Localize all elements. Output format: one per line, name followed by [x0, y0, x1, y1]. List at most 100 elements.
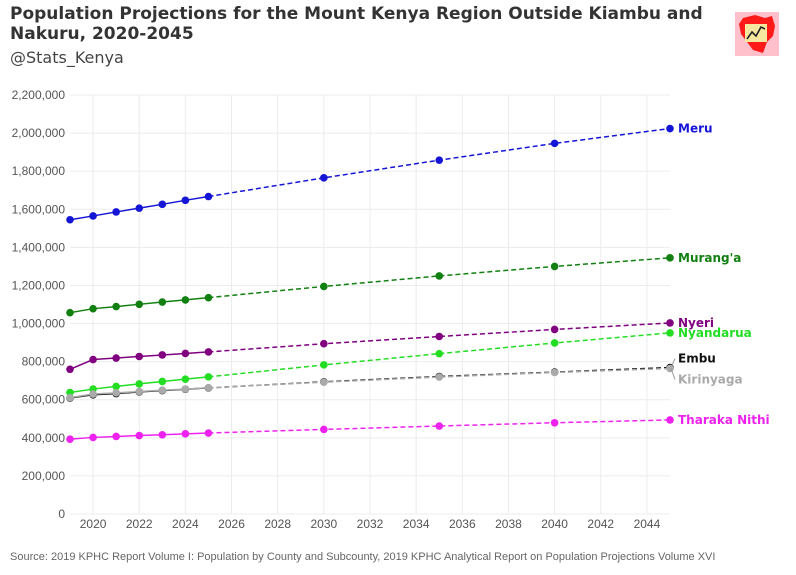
kenya-map-logo-icon [735, 12, 779, 56]
series-label-nyandarua: Nyandarua [678, 326, 752, 340]
logo-chart-panel [745, 24, 767, 42]
x-tick-label: 2030 [310, 517, 337, 531]
data-point-nyeri [158, 351, 167, 359]
data-point-tharaka-nithi [550, 418, 559, 427]
data-point-meru [158, 200, 167, 209]
data-point-tharaka-nithi [320, 425, 328, 434]
data-point-tharaka-nithi [89, 433, 97, 442]
source-note: Source: 2019 KPHC Report Volume I: Popul… [10, 551, 716, 563]
data-point-meru [89, 212, 97, 220]
data-point-murang-a [550, 262, 559, 271]
x-tick-label: 2024 [172, 517, 199, 531]
data-point-meru [181, 196, 190, 205]
data-point-tharaka-nithi [666, 416, 674, 424]
data-point-tharaka-nithi [181, 430, 190, 438]
series-line-nyeri-projected [208, 322, 671, 353]
data-point-kirinyaga [112, 389, 120, 397]
data-point-kirinyaga [66, 393, 74, 402]
data-point-meru [320, 174, 328, 182]
logo-chart-line [746, 25, 766, 40]
data-point-nyandarua [135, 380, 144, 388]
series-label-embu: Embu [678, 352, 716, 366]
data-point-tharaka-nithi [204, 429, 213, 437]
series-label-kirinyaga: Kirinyaga [678, 372, 743, 386]
data-point-meru [435, 156, 444, 164]
series-line-tharaka-nithi-projected [208, 419, 671, 434]
x-tick-label: 2022 [126, 517, 153, 531]
data-point-kirinyaga [550, 368, 559, 377]
x-tick-label: 2020 [80, 517, 107, 531]
data-point-meru [666, 124, 674, 133]
data-point-nyandarua [158, 377, 167, 386]
data-point-nyeri [435, 332, 444, 341]
label-leader-kirinyaga [670, 368, 676, 380]
data-point-nyandarua [181, 375, 190, 383]
y-tick-label: 1,400,000 [12, 240, 66, 254]
data-point-nyandarua [435, 349, 444, 358]
y-tick-label: 1,600,000 [12, 202, 66, 216]
data-point-murang-a [135, 300, 144, 309]
y-tick-label: 2,200,000 [12, 88, 66, 102]
y-tick-label: 0 [58, 507, 65, 521]
data-point-nyeri [204, 348, 213, 356]
data-point-nyeri [320, 339, 328, 348]
series-label-murang-a: Murang'a [678, 251, 741, 265]
data-point-murang-a [112, 302, 120, 311]
y-tick-label: 200,000 [22, 469, 66, 483]
data-point-nyeri [550, 325, 559, 334]
data-point-meru [66, 215, 74, 224]
x-tick-label: 2032 [357, 517, 384, 531]
y-tick-label: 600,000 [22, 393, 66, 407]
data-point-nyeri [181, 349, 190, 358]
data-point-murang-a [158, 298, 167, 306]
data-point-nyandarua [666, 329, 674, 337]
x-tick-label: 2042 [587, 517, 614, 531]
data-point-kirinyaga [666, 364, 674, 373]
data-point-tharaka-nithi [158, 430, 167, 439]
data-point-murang-a [435, 272, 444, 280]
data-point-murang-a [204, 293, 213, 302]
data-point-tharaka-nithi [135, 431, 144, 440]
data-point-nyandarua [204, 373, 213, 381]
data-point-nyeri [135, 352, 144, 361]
data-point-tharaka-nithi [435, 422, 444, 430]
data-point-murang-a [181, 296, 190, 304]
data-point-meru [204, 192, 213, 201]
series-label-nyeri: Nyeri [678, 316, 714, 330]
data-point-meru [112, 208, 120, 216]
y-tick-label: 1,000,000 [12, 317, 66, 331]
series-line-kirinyaga-projected [208, 367, 671, 389]
data-point-meru [550, 139, 559, 148]
y-tick-label: 1,200,000 [12, 278, 66, 292]
data-point-nyeri [89, 355, 97, 364]
x-tick-label: 2038 [495, 517, 522, 531]
x-tick-label: 2040 [541, 517, 568, 531]
data-point-nyandarua [550, 339, 559, 347]
data-point-kirinyaga [204, 383, 213, 392]
y-tick-label: 800,000 [22, 355, 66, 369]
y-tick-label: 400,000 [22, 431, 66, 445]
data-point-nyandarua [320, 361, 328, 369]
data-point-kirinyaga [435, 373, 444, 381]
data-point-tharaka-nithi [66, 435, 74, 443]
data-point-nyeri [112, 354, 120, 362]
data-point-kirinyaga [320, 378, 328, 387]
x-tick-label: 2028 [264, 517, 291, 531]
data-point-kirinyaga [181, 385, 190, 393]
data-point-nyeri [666, 319, 674, 327]
data-point-nyeri [66, 365, 74, 374]
data-point-murang-a [666, 254, 674, 262]
data-point-murang-a [320, 282, 328, 291]
series-label-meru: Meru [678, 122, 713, 136]
data-point-murang-a [66, 308, 74, 317]
series-line-nyandarua-projected [208, 332, 671, 378]
chart-title: Population Projections for the Mount Ken… [10, 4, 703, 44]
y-tick-label: 2,000,000 [12, 126, 66, 140]
data-point-murang-a [89, 304, 97, 313]
series-line-murang-a-projected [208, 257, 671, 299]
x-tick-label: 2034 [403, 517, 430, 531]
series-label-tharaka-nithi: Tharaka Nithi [678, 413, 770, 427]
x-tick-label: 2036 [449, 517, 476, 531]
data-point-meru [135, 204, 144, 212]
